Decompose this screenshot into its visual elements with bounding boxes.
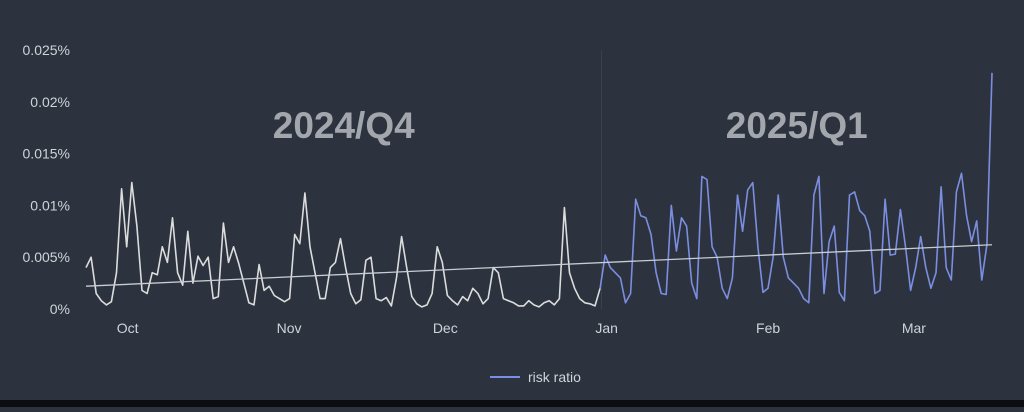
y-axis: 0% 0.005% 0.01% 0.015% 0.02% 0.025% (23, 42, 70, 317)
region-layer: 2024/Q4 2025/Q1 (273, 50, 868, 309)
legend-label: risk ratio (528, 369, 581, 385)
legend: risk ratio (490, 369, 581, 385)
x-tick-label: Jan (595, 320, 618, 336)
y-tick-label: 0.01% (30, 197, 70, 213)
x-tick-label: Nov (277, 320, 302, 336)
y-tick-label: 0.025% (23, 42, 70, 58)
x-tick-label: Oct (117, 320, 139, 336)
y-tick-label: 0.015% (23, 146, 70, 162)
series-layer (85, 72, 993, 308)
region-label-2: 2025/Q1 (726, 105, 868, 146)
x-axis: Oct Nov Dec Jan Feb Mar (117, 320, 927, 336)
y-tick-label: 0% (50, 301, 70, 317)
region-label-1: 2024/Q4 (273, 105, 415, 146)
series-line-q1 (599, 72, 993, 304)
window-bottom-bar (0, 400, 1024, 407)
y-tick-label: 0.02% (30, 94, 70, 110)
x-tick-label: Dec (433, 320, 458, 336)
trend-line (85, 244, 993, 287)
y-tick-label: 0.005% (23, 249, 70, 265)
x-tick-label: Feb (756, 320, 780, 336)
series-line-q4 (85, 181, 601, 308)
x-tick-label: Mar (902, 320, 926, 336)
